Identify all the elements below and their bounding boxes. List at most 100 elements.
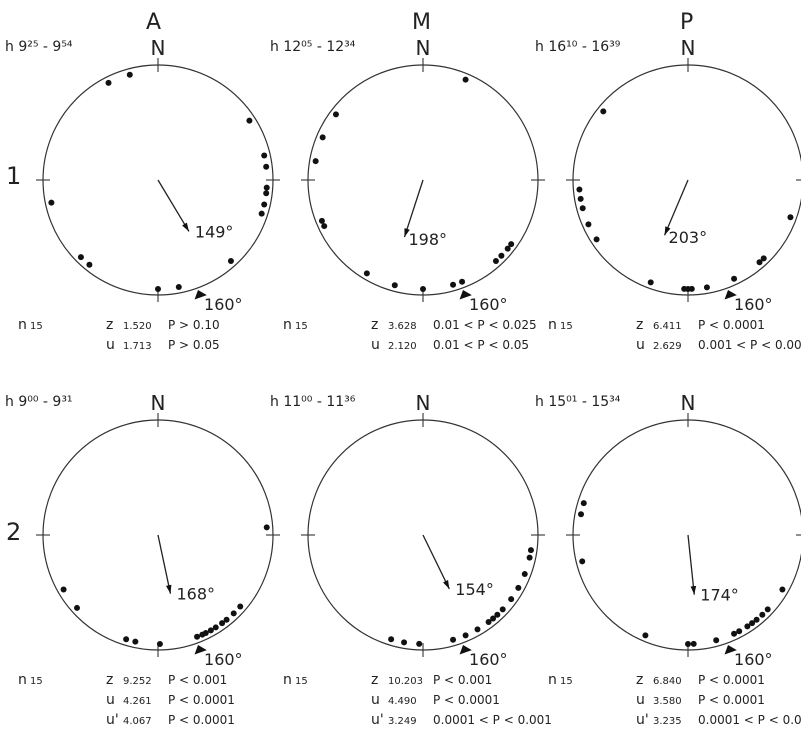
data-point <box>227 258 234 265</box>
time-range-label: h 12⁰⁵ - 12³⁴ <box>270 39 356 55</box>
mean-vector-arrowhead <box>664 226 671 236</box>
data-point <box>219 620 226 627</box>
sample-size-label: n <box>548 672 557 688</box>
data-point <box>585 221 592 228</box>
statistic-value: 4.261 <box>123 696 152 707</box>
data-point <box>126 71 133 78</box>
data-point <box>508 596 515 603</box>
sample-size-label: n <box>18 317 27 333</box>
statistic-symbol: z <box>636 317 643 333</box>
data-point <box>459 278 466 285</box>
data-point <box>450 281 457 288</box>
data-point <box>263 524 270 531</box>
data-point <box>749 620 756 627</box>
data-point <box>223 616 230 623</box>
reference-arrowhead <box>194 644 207 655</box>
p-value-range: P > 0.05 <box>168 338 220 352</box>
statistic-value: 1.713 <box>123 341 152 352</box>
mean-vector-line <box>687 534 695 595</box>
statistic-symbol: u' <box>636 712 649 728</box>
statistic-value: 6.411 <box>653 321 682 332</box>
data-point <box>263 184 270 191</box>
data-point <box>578 511 585 518</box>
time-range-label: h 11⁰⁰ - 11³⁶ <box>270 394 356 410</box>
mean-vector-line <box>403 179 424 238</box>
north-label: N <box>416 36 431 60</box>
data-point <box>492 258 499 265</box>
p-value-range: P < 0.0001 <box>698 673 765 687</box>
data-point <box>490 615 497 622</box>
data-point <box>576 186 583 193</box>
data-point <box>753 616 760 623</box>
mean-angle-label: 154° <box>455 580 494 599</box>
data-point <box>312 158 319 165</box>
statistic-value: 1.520 <box>123 321 152 332</box>
time-range-label: h 16¹⁰ - 16³⁹ <box>535 39 621 55</box>
p-value-range: P < 0.0001 <box>168 713 235 727</box>
mean-vector-arrowhead <box>443 580 450 589</box>
sample-size-value: 15 <box>295 676 308 687</box>
statistic-value: 4.490 <box>388 696 417 707</box>
mean-vector-line <box>157 534 172 594</box>
data-point <box>388 636 395 643</box>
mean-angle-label: 149° <box>195 222 234 241</box>
mean-vector-arrowhead <box>165 584 172 594</box>
panel-1-2: Nh 16¹⁰ - 16³⁹ 160° 203° n 15 z 6.411 P < 0.000… <box>535 36 801 353</box>
data-point <box>760 255 767 262</box>
statistic-value: 2.120 <box>388 341 417 352</box>
data-point <box>420 286 426 292</box>
data-point <box>787 214 794 221</box>
data-point <box>207 627 214 634</box>
statistic-value: 3.628 <box>388 321 417 332</box>
statistic-value: 9.252 <box>123 676 152 687</box>
data-point <box>515 584 522 591</box>
statistic-symbol: z <box>106 672 113 688</box>
statistic-symbol: z <box>106 317 113 333</box>
mean-vector-arrowhead <box>690 585 697 595</box>
statistic-symbol: u' <box>106 712 119 728</box>
statistic-value: 3.235 <box>653 716 682 727</box>
data-point <box>175 283 182 290</box>
statistic-symbol: u <box>636 337 645 353</box>
data-point <box>105 79 112 86</box>
p-value-range: P < 0.0001 <box>698 318 765 332</box>
data-point <box>779 586 786 593</box>
reference-direction-label: 160° <box>734 650 773 669</box>
data-point <box>261 201 268 208</box>
data-point <box>230 610 237 617</box>
data-point <box>731 630 738 637</box>
data-point <box>756 259 763 266</box>
data-point <box>579 558 586 565</box>
row-label-1: 1 <box>6 162 22 190</box>
data-point <box>577 195 584 202</box>
data-point <box>504 245 511 252</box>
sample-size-label: n <box>548 317 557 333</box>
mean-angle-label: 168° <box>176 585 215 604</box>
north-label: N <box>681 36 696 60</box>
reference-direction-label: 160° <box>469 650 508 669</box>
data-point <box>498 252 505 259</box>
statistic-value: 3.580 <box>653 696 682 707</box>
data-point <box>391 282 398 289</box>
panel-2-0: Nh 9⁰⁰ - 9³¹ 160° 168° n 15 z 9.252 P < 0.001 u 4… <box>5 391 280 728</box>
mean-angle-label: 203° <box>669 228 708 247</box>
reference-direction-label: 160° <box>734 295 773 314</box>
data-point <box>363 270 370 277</box>
data-point <box>332 111 339 118</box>
p-value-range: P > 0.10 <box>168 318 220 332</box>
data-point <box>593 236 600 243</box>
data-point <box>526 554 533 561</box>
north-label: N <box>681 391 696 415</box>
north-label: N <box>416 391 431 415</box>
column-header-a: A <box>146 10 162 35</box>
data-point <box>132 638 139 645</box>
panel-2-1: Nh 11⁰⁰ - 11³⁶ 160° 154° n 15 z 10.203 P < 0.00… <box>270 391 552 728</box>
statistic-symbol: u <box>106 337 115 353</box>
sample-size-value: 15 <box>30 321 43 332</box>
statistic-symbol: z <box>371 317 378 333</box>
mean-vector-line <box>157 179 190 232</box>
data-point <box>246 117 253 124</box>
circle-outline <box>572 419 801 651</box>
p-value-range: P < 0.001 <box>433 673 492 687</box>
